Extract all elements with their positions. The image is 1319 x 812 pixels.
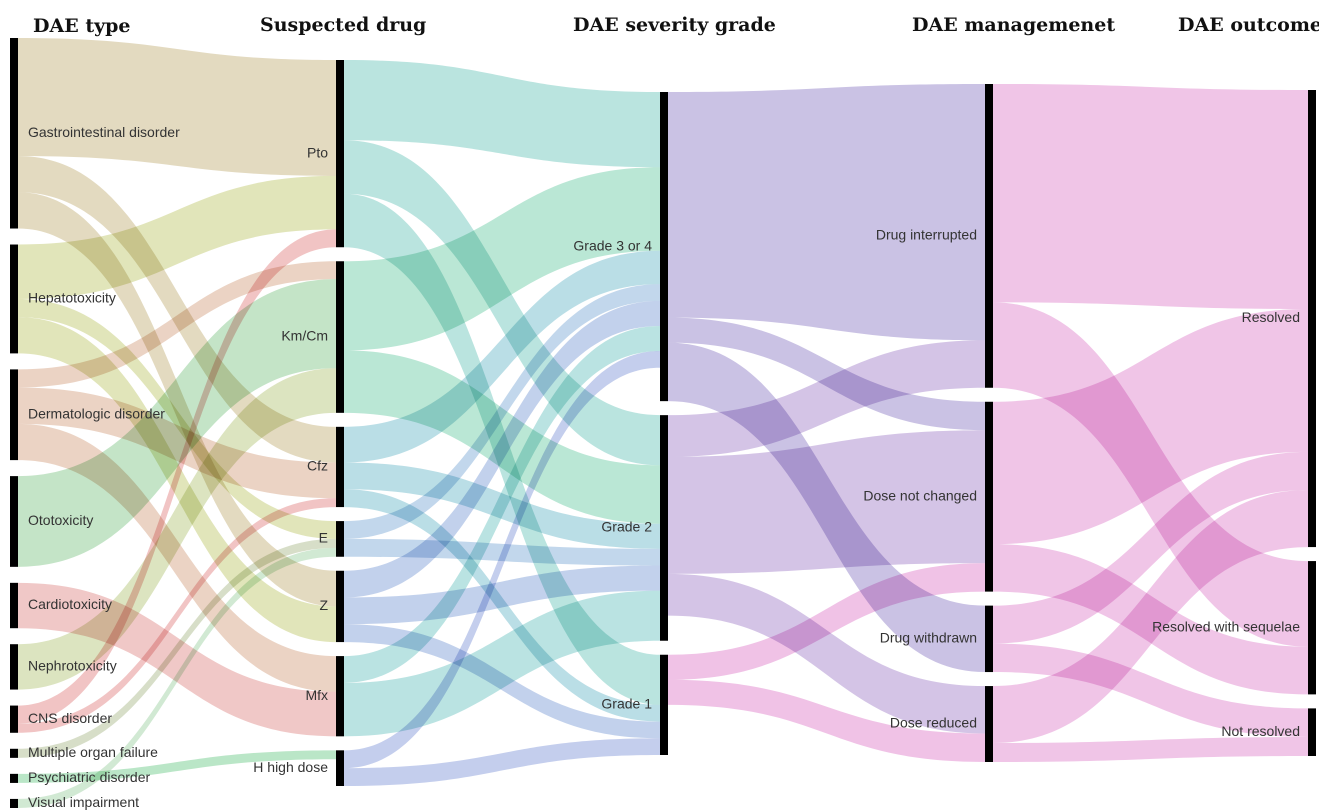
- node-label-h: H high dose: [253, 759, 328, 775]
- flow-km-to-g34: [344, 167, 660, 351]
- flow-cfz-to-g2: [344, 462, 660, 549]
- node-label-dr: Dose reduced: [890, 715, 977, 731]
- node-bar-derm: [10, 369, 18, 461]
- flow-g34-to-int: [668, 84, 985, 341]
- node-label-hep: Hepatotoxicity: [28, 290, 116, 306]
- node-bar-cns: [10, 705, 18, 733]
- node-label-mof: Multiple organ failure: [28, 744, 158, 760]
- node-bar-pto: [336, 60, 344, 248]
- node-bar-g1: [660, 654, 668, 755]
- node-bar-oto: [10, 476, 18, 567]
- flow-dnc-to-res: [993, 309, 1308, 545]
- flow-z-to-g1: [344, 624, 660, 739]
- node-bar-vis: [10, 798, 18, 808]
- node-label-rws: Resolved with sequelae: [1152, 618, 1300, 634]
- flow-g1-to-dr: [668, 679, 985, 762]
- node-label-dnc: Dose not changed: [863, 487, 977, 503]
- node-label-vis: Visual impairment: [28, 794, 139, 810]
- node-label-cns: CNS disorder: [28, 710, 112, 726]
- sankey-nodes: [10, 38, 1316, 808]
- node-bar-gi: [10, 38, 18, 229]
- flow-gi-to-z: [18, 192, 336, 607]
- flow-gi-to-pto: [18, 38, 336, 176]
- node-bar-psy: [10, 773, 18, 783]
- flow-int-to-res: [993, 84, 1308, 310]
- node-bar-res: [1308, 90, 1316, 548]
- node-label-derm: Dermatologic disorder: [28, 405, 165, 421]
- node-label-mfx: Mfx: [305, 687, 328, 703]
- header-dae-type: DAE type: [33, 15, 131, 37]
- flow-gi-to-cfz: [18, 155, 336, 463]
- node-bar-km: [336, 261, 344, 413]
- flow-nephro-to-km: [18, 368, 336, 690]
- node-bar-dr: [985, 686, 993, 762]
- flow-cardio-to-mfx: [18, 582, 336, 737]
- node-bar-e: [336, 521, 344, 557]
- header-management: DAE managemenet: [912, 14, 1115, 36]
- node-label-z: Z: [319, 597, 328, 613]
- flow-z-to-g2: [344, 565, 660, 625]
- node-bar-dnc: [985, 401, 993, 592]
- node-bar-cfz: [336, 426, 344, 508]
- node-bar-h: [336, 750, 344, 786]
- flow-derm-to-cfz: [18, 387, 336, 499]
- node-bar-g2: [660, 415, 668, 641]
- flow-dr-to-nr: [993, 736, 1308, 762]
- node-label-g34: Grade 3 or 4: [573, 237, 652, 253]
- header-outcome: DAE outcome: [1178, 14, 1319, 36]
- flow-pto-to-g1: [344, 193, 660, 705]
- node-bar-int: [985, 84, 993, 388]
- flow-dnc-to-rws: [993, 544, 1308, 695]
- flow-hep-to-e: [18, 298, 336, 539]
- flow-derm-to-mfx: [18, 423, 336, 692]
- node-bar-g34: [660, 92, 668, 402]
- node-bar-mfx: [336, 656, 344, 737]
- node-label-oto: Ototoxicity: [28, 512, 93, 528]
- header-suspected-drug: Suspected drug: [260, 14, 426, 36]
- flow-g2-to-dr: [668, 573, 985, 734]
- flow-psy-to-h: [18, 750, 336, 783]
- column-headers: DAE type Suspected drug DAE severity gra…: [33, 14, 1319, 37]
- node-label-nephro: Nephrotoxicity: [28, 658, 117, 674]
- flow-h-to-g1: [344, 738, 660, 786]
- sankey-links: [18, 38, 1308, 808]
- header-severity: DAE severity grade: [573, 14, 776, 36]
- node-label-cardio: Cardiotoxicity: [28, 596, 112, 612]
- node-label-int: Drug interrupted: [876, 227, 977, 243]
- node-bar-z: [336, 570, 344, 643]
- flow-pto-to-g34: [344, 60, 660, 168]
- node-label-cfz: Cfz: [307, 458, 328, 474]
- flow-g34-to-dnc: [668, 317, 985, 431]
- flow-e-to-g2: [344, 538, 660, 566]
- flow-int-to-rws: [993, 302, 1308, 647]
- node-label-wd: Drug withdrawn: [880, 630, 977, 646]
- flow-wd-to-nr: [993, 643, 1308, 737]
- node-bar-wd: [985, 605, 993, 673]
- node-bar-nr: [1308, 708, 1316, 756]
- node-bar-nephro: [10, 644, 18, 690]
- node-bar-rws: [1308, 561, 1316, 695]
- flow-hep-to-z: [18, 317, 336, 643]
- flow-cfz-to-g1: [344, 489, 660, 722]
- node-label-res: Resolved: [1242, 309, 1300, 325]
- node-label-g1: Grade 1: [601, 696, 652, 712]
- node-label-gi: Gastrointestinal disorder: [28, 124, 180, 140]
- node-bar-cardio: [10, 582, 18, 629]
- node-label-e: E: [319, 530, 328, 546]
- node-label-g2: Grade 2: [601, 519, 652, 535]
- node-label-nr: Not resolved: [1221, 723, 1300, 739]
- sankey-node-labels: Gastrointestinal disorder Hepatotoxicity D…: [28, 124, 1300, 810]
- node-label-km: Km/Cm: [281, 328, 328, 344]
- flow-cns-to-cfz: [18, 498, 336, 733]
- node-label-psy: Psychiatric disorder: [28, 769, 150, 785]
- flow-g34-to-wd: [668, 342, 985, 673]
- flow-pto-to-g2: [344, 140, 660, 466]
- node-label-pto: Pto: [307, 144, 328, 160]
- node-bar-mof: [10, 748, 18, 758]
- node-bar-hep: [10, 244, 18, 354]
